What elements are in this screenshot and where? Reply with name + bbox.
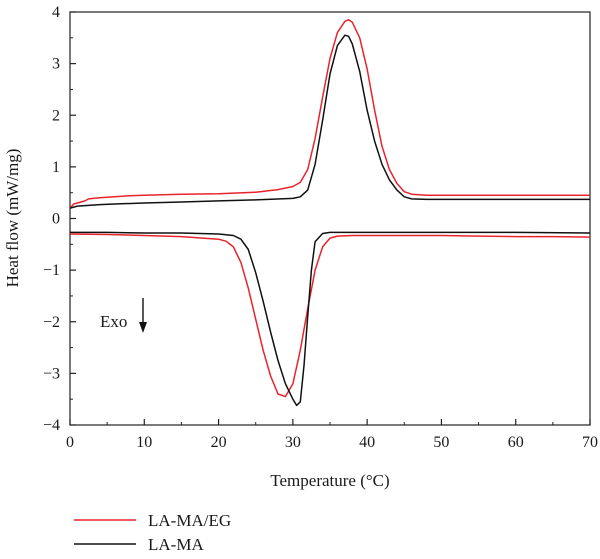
- y-tick-label: 1: [52, 159, 60, 176]
- x-tick-label: 40: [359, 434, 375, 451]
- x-axis-title: Temperature (°C): [270, 471, 389, 490]
- series-line-la-ma-eg-heating: [69, 18, 590, 209]
- series-line-la-ma-heating: [69, 34, 590, 209]
- y-tick-label: 0: [52, 211, 60, 228]
- y-tick-label: −1: [43, 262, 60, 279]
- series-line-la-ma-cooling: [70, 231, 591, 407]
- y-tick-label: 2: [52, 107, 60, 124]
- x-tick-label: 60: [508, 434, 524, 451]
- exo-annotation: Exo: [100, 312, 127, 331]
- x-tick-label: 20: [211, 434, 227, 451]
- x-tick-label: 30: [285, 434, 301, 451]
- x-tick-label: 50: [433, 434, 449, 451]
- axis-ticks: 0 10 20 30 40 50 60 70 −4 −3 −2 −1 0 1 2 3 4: [43, 4, 598, 451]
- x-tick-label: 10: [136, 434, 152, 451]
- legend-label-la-ma: LA-MA: [148, 535, 204, 554]
- y-tick-label: −2: [43, 314, 60, 331]
- x-tick-label: 70: [582, 434, 598, 451]
- y-axis-title: Heat flow (mW/mg): [3, 149, 22, 288]
- legend-label-la-ma-eg: LA-MA/EG: [148, 511, 231, 530]
- y-tick-label: 3: [52, 56, 60, 73]
- exo-arrow-icon: [139, 298, 147, 333]
- x-tick-label: 0: [66, 434, 74, 451]
- legend: LA-MA/EG LA-MA: [74, 511, 231, 554]
- y-tick-label: −4: [43, 417, 60, 434]
- y-tick-label: 4: [52, 4, 60, 21]
- y-tick-label: −3: [43, 365, 60, 382]
- series-layer: [69, 18, 591, 407]
- series-line-la-ma-eg-cooling: [69, 233, 591, 398]
